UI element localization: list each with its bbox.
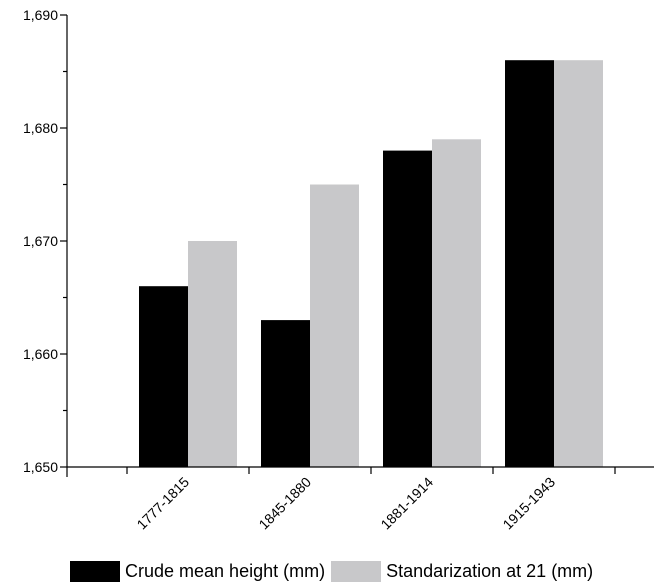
legend-swatch-crude — [70, 561, 120, 582]
bars-group — [139, 60, 603, 468]
y-axis: 1,650 1,660 1,670 1,680 1,690 — [23, 7, 68, 477]
bar-standardized-1845-1880 — [310, 184, 359, 467]
bar-crude-1881-1914 — [383, 150, 432, 467]
bar-standardized-1881-1914 — [432, 139, 481, 468]
x-tick-label: 1881-1914 — [377, 474, 436, 533]
legend-label-standardized: Standarization at 21 (mm) — [386, 561, 594, 581]
x-axis: 1777-1815 1845-1880 1881-1914 1915-1943 — [67, 466, 654, 533]
legend-item-standardized: Standarization at 21 (mm) — [331, 561, 593, 582]
y-tick-label: 1,680 — [23, 120, 58, 136]
x-tick-label: 1915-1943 — [499, 474, 558, 533]
bar-crude-1777-1815 — [139, 286, 188, 467]
legend-label-crude: Crude mean height (mm) — [125, 561, 326, 581]
legend: Crude mean height (mm) Standarization at… — [70, 561, 599, 582]
legend-swatch-standardized — [331, 561, 382, 582]
bar-chart: 1,650 1,660 1,670 1,680 1,690 1777-1815 1845-… — [23, 7, 654, 533]
y-tick-label: 1,660 — [23, 346, 58, 362]
bar-standardized-1915-1943 — [554, 60, 603, 467]
x-tick-label: 1777-1815 — [133, 474, 192, 533]
x-tick-label: 1845-1880 — [255, 474, 314, 533]
bar-crude-1915-1943 — [505, 60, 554, 467]
bar-crude-1845-1880 — [261, 320, 310, 467]
y-tick-label: 1,670 — [23, 233, 58, 249]
y-tick-label: 1,650 — [23, 459, 58, 475]
legend-item-crude: Crude mean height (mm) — [70, 561, 325, 582]
bar-standardized-1777-1815 — [188, 241, 237, 467]
y-tick-label: 1,690 — [23, 7, 58, 23]
